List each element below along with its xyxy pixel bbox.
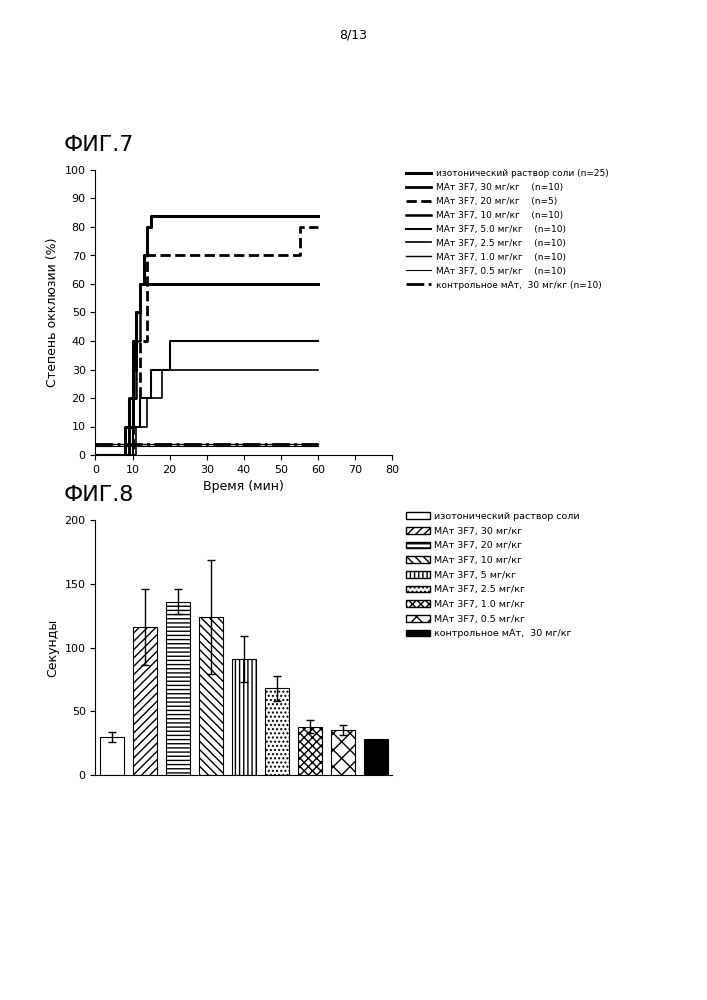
Bar xyxy=(231,659,256,775)
X-axis label: Время (мин): Время (мин) xyxy=(204,480,284,493)
Bar xyxy=(264,688,289,775)
Bar xyxy=(199,617,223,775)
Legend: изотонический раствор соли, МАт 3F7, 30 мг/кг, МАт 3F7, 20 мг/кг, МАт 3F7, 10 мг: изотонический раствор соли, МАт 3F7, 30 … xyxy=(406,512,580,638)
Legend: изотонический раствор соли (n=25), МАт 3F7, 30 мг/кг    (n=10), МАт 3F7, 20 мг/к: изотонический раствор соли (n=25), МАт 3… xyxy=(406,169,608,290)
Bar xyxy=(165,602,190,775)
Text: 8/13: 8/13 xyxy=(339,28,368,41)
Bar xyxy=(298,727,322,775)
Y-axis label: Секунды: Секунды xyxy=(46,618,59,677)
Bar xyxy=(100,737,124,775)
Text: ФИГ.7: ФИГ.7 xyxy=(64,135,134,155)
Bar xyxy=(133,627,157,775)
Y-axis label: Степень окклюзии (%): Степень окклюзии (%) xyxy=(46,238,59,387)
Bar xyxy=(363,739,388,775)
Bar xyxy=(330,730,355,775)
Text: ФИГ.8: ФИГ.8 xyxy=(64,485,134,505)
